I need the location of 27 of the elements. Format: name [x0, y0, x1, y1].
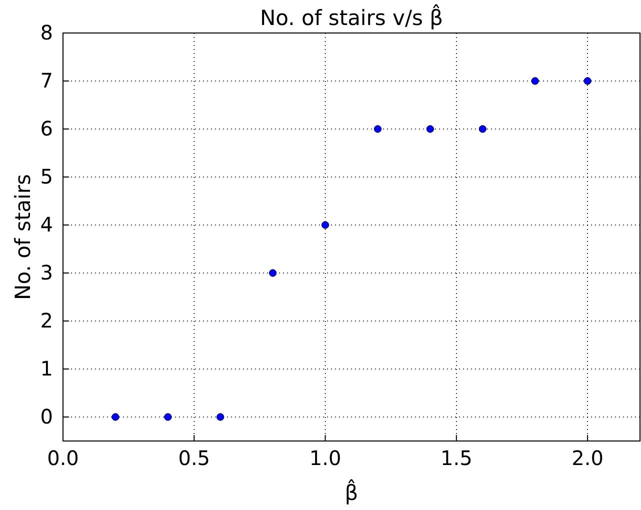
y-tick-label: 7	[40, 68, 53, 92]
point	[164, 413, 172, 421]
y-tick-label: 6	[40, 116, 53, 140]
point	[584, 77, 592, 85]
point	[531, 77, 539, 85]
x-tick-label: 1.5	[440, 446, 472, 470]
y-tick-label: 3	[40, 260, 53, 284]
point	[112, 413, 120, 421]
point	[374, 125, 382, 133]
x-tick-label: 2.0	[572, 446, 604, 470]
chart-title: No. of stairs v/s β̂	[260, 4, 444, 30]
x-axis-title: β̂	[344, 479, 358, 505]
x-tick-label: 0.5	[178, 446, 210, 470]
y-tick-label: 4	[40, 212, 53, 236]
x-tick-label: 0.0	[47, 446, 79, 470]
y-tick-label: 5	[40, 164, 53, 188]
point	[269, 269, 277, 277]
y-axis-title: No. of stairs	[11, 174, 35, 300]
y-tick-label: 8	[40, 20, 53, 44]
point	[216, 413, 224, 421]
x-tick-label: 1.0	[309, 446, 342, 470]
point	[426, 125, 434, 133]
y-tick-label: 0	[40, 404, 53, 428]
y-tick-label: 1	[40, 356, 53, 380]
point	[321, 221, 330, 229]
y-tick-label: 2	[40, 308, 53, 332]
point	[478, 125, 486, 133]
